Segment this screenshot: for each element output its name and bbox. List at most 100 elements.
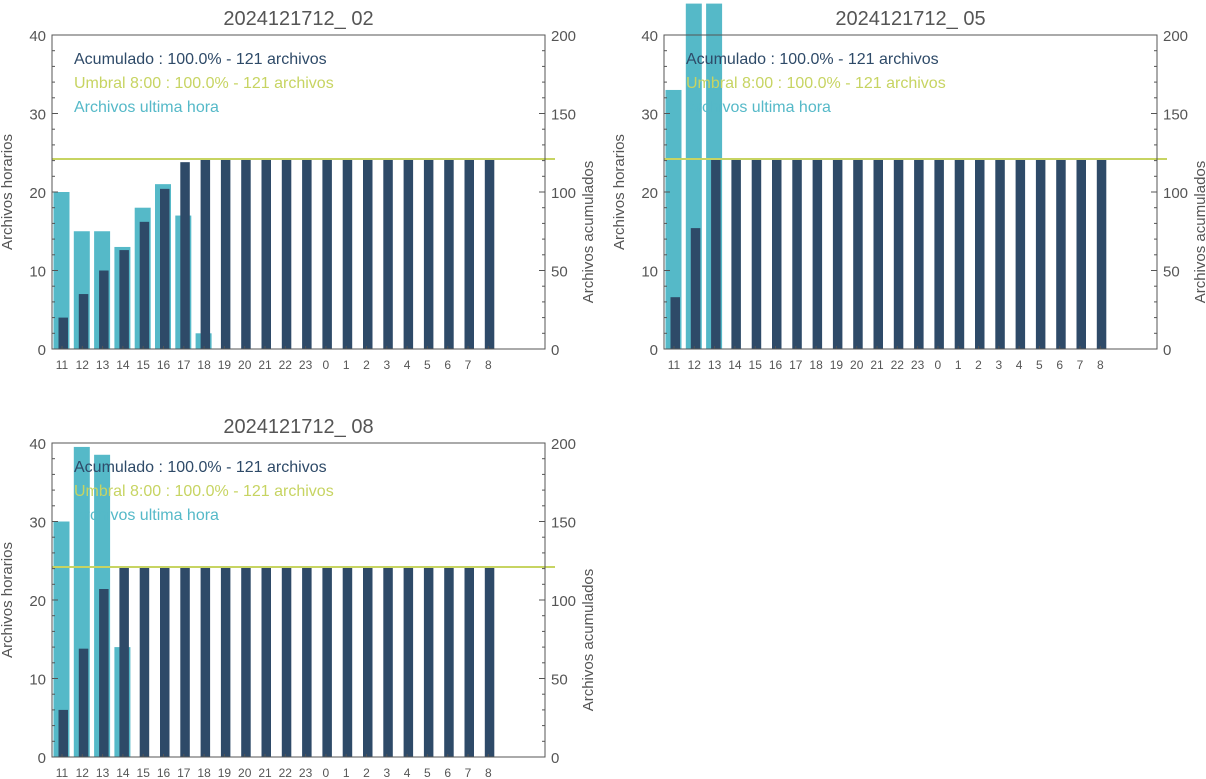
x-tick-label: 3 xyxy=(383,358,390,372)
right-tick-label: 200 xyxy=(551,436,576,453)
left-axis-label: Archivos horarios xyxy=(0,542,16,658)
hourly-bar xyxy=(665,89,682,349)
left-tick-label: 30 xyxy=(29,107,46,124)
cumulative-bar xyxy=(200,567,211,757)
right-tick-label: 50 xyxy=(551,264,568,281)
x-tick-label: 3 xyxy=(383,766,390,779)
cumulative-bar xyxy=(1015,159,1026,349)
cumulative-bar xyxy=(160,188,170,349)
x-tick-label: 20 xyxy=(238,358,252,372)
legend-entry-cumulative: Acumulado : 100.0% - 121 archivos xyxy=(74,51,327,68)
x-tick-label: 1 xyxy=(343,766,350,779)
x-tick-label: 1 xyxy=(955,358,962,372)
chart-title: 2024121712_ 02 xyxy=(223,8,373,30)
cumulative-bar xyxy=(220,567,231,757)
cumulative-bar xyxy=(484,567,495,757)
left-axis-label: Archivos horarios xyxy=(611,134,628,250)
x-tick-label: 14 xyxy=(116,358,130,372)
x-tick-label: 2 xyxy=(975,358,982,372)
cumulative-bar xyxy=(383,567,393,757)
left-tick-label: 40 xyxy=(641,28,658,45)
x-tick-label: 18 xyxy=(197,358,211,372)
cumulative-bar xyxy=(220,159,231,349)
cumulative-bar xyxy=(261,159,271,349)
left-tick-label: 20 xyxy=(29,593,46,610)
left-axis-label: Archivos horarios xyxy=(0,134,16,250)
x-tick-label: 2 xyxy=(363,358,370,372)
right-tick-label: 150 xyxy=(551,107,576,124)
x-tick-label: 0 xyxy=(935,358,942,372)
left-tick-label: 10 xyxy=(29,264,46,281)
cumulative-bar xyxy=(464,567,474,757)
cumulative-bar xyxy=(180,567,190,757)
cumulative-bar xyxy=(893,159,904,349)
x-tick-label: 6 xyxy=(444,766,451,779)
x-tick-label: 14 xyxy=(116,766,130,779)
cumulative-bar xyxy=(180,162,190,349)
x-tick-label: 2 xyxy=(363,766,370,779)
x-tick-label: 21 xyxy=(258,358,272,372)
right-tick-label: 0 xyxy=(551,342,559,359)
right-tick-label: 100 xyxy=(1163,185,1188,202)
x-tick-label: 21 xyxy=(870,358,884,372)
left-tick-label: 10 xyxy=(29,672,46,689)
left-tick-label: 20 xyxy=(641,185,658,202)
x-tick-label: 12 xyxy=(76,358,90,372)
cumulative-bar xyxy=(139,567,150,757)
cumulative-bar xyxy=(241,159,251,349)
x-tick-label: 8 xyxy=(1097,358,1104,372)
x-tick-label: 15 xyxy=(137,766,151,779)
x-tick-label: 13 xyxy=(708,358,722,372)
right-tick-label: 0 xyxy=(551,750,559,767)
cumulative-bar xyxy=(403,567,414,757)
x-tick-label: 0 xyxy=(323,766,330,779)
x-tick-label: 8 xyxy=(485,358,492,372)
cumulative-bar xyxy=(99,589,109,757)
x-tick-label: 7 xyxy=(1077,358,1084,372)
right-tick-label: 50 xyxy=(551,672,568,689)
cumulative-bar xyxy=(1096,159,1107,349)
legend-entry-cumulative: Acumulado : 100.0% - 121 archivos xyxy=(686,51,939,68)
x-tick-label: 11 xyxy=(668,358,681,372)
cumulative-bar xyxy=(444,567,454,757)
cumulative-bar xyxy=(363,159,373,349)
cumulative-bar xyxy=(954,159,965,349)
cumulative-bar xyxy=(322,567,332,757)
right-axis-label: Archivos acumulados xyxy=(1192,161,1206,304)
left-tick-label: 30 xyxy=(641,107,658,124)
right-tick-label: 200 xyxy=(551,28,576,45)
cumulative-bar xyxy=(464,159,474,349)
x-tick-label: 7 xyxy=(465,766,472,779)
cumulative-bar xyxy=(1056,159,1066,349)
cumulative-bar xyxy=(119,567,129,757)
cumulative-bar xyxy=(423,159,434,349)
cumulative-bar xyxy=(322,159,332,349)
cumulative-bar xyxy=(241,567,251,757)
x-tick-label: 3 xyxy=(995,358,1002,372)
x-tick-label: 15 xyxy=(749,358,763,372)
cumulative-bar xyxy=(78,294,89,349)
x-tick-label: 12 xyxy=(688,358,702,372)
cumulative-bar xyxy=(342,159,353,349)
left-tick-label: 30 xyxy=(29,515,46,532)
left-tick-label: 0 xyxy=(650,342,658,359)
legend-entry-cumulative: Acumulado : 100.0% - 121 archivos xyxy=(74,459,327,476)
left-tick-label: 10 xyxy=(641,264,658,281)
x-tick-label: 1 xyxy=(343,358,350,372)
hourly-bar xyxy=(53,192,70,349)
cumulative-bar xyxy=(873,159,883,349)
cumulative-bar xyxy=(711,159,721,349)
cumulative-bar xyxy=(99,270,109,349)
x-tick-label: 17 xyxy=(177,358,191,372)
cumulative-bar xyxy=(812,159,823,349)
left-tick-label: 0 xyxy=(38,342,46,359)
legend-entry-hourly: Archivos ultima hora xyxy=(74,99,219,116)
cumulative-bar xyxy=(200,159,211,349)
cumulative-bar xyxy=(1035,159,1046,349)
cumulative-bar xyxy=(484,159,495,349)
x-tick-label: 17 xyxy=(789,358,803,372)
cumulative-bar xyxy=(342,567,353,757)
right-axis-label: Archivos acumulados xyxy=(580,569,597,712)
x-tick-label: 23 xyxy=(911,358,925,372)
